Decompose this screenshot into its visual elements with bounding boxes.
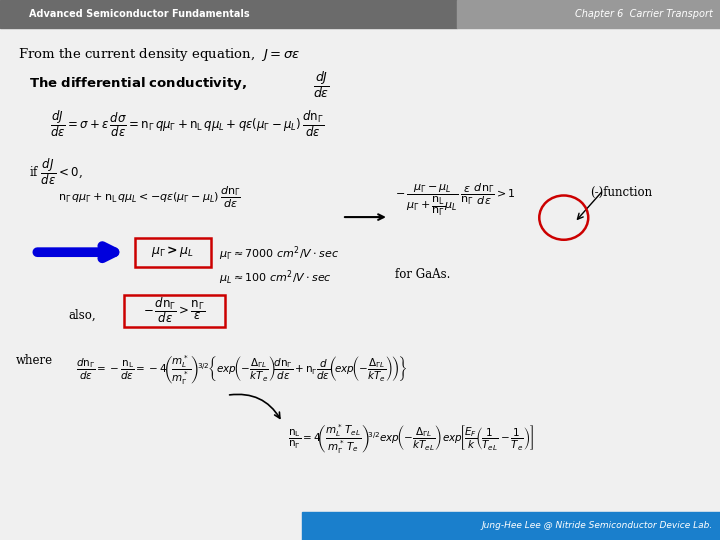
Text: also,: also,: [68, 309, 96, 322]
Text: $\mu_\Gamma \approx 7000\ cm^2/V \cdot sec$: $\mu_\Gamma \approx 7000\ cm^2/V \cdot s…: [219, 244, 339, 262]
Text: $\dfrac{dJ}{d\varepsilon}$: $\dfrac{dJ}{d\varepsilon}$: [313, 69, 330, 100]
Text: if $\dfrac{dJ}{d\varepsilon} < 0$,: if $\dfrac{dJ}{d\varepsilon} < 0$,: [29, 157, 83, 187]
Text: where: where: [16, 354, 53, 367]
Text: $-\,\dfrac{\mu_\Gamma - \mu_L}{\mu_\Gamma + \dfrac{\mathrm{n_L}}{\mathrm{n_\Gamm: $-\,\dfrac{\mu_\Gamma - \mu_L}{\mu_\Gamm…: [395, 181, 516, 218]
Text: Chapter 6  Carrier Transport: Chapter 6 Carrier Transport: [575, 9, 713, 19]
Bar: [0, 0, 457, 28]
Text: $\dfrac{dJ}{d\varepsilon} = \sigma + \varepsilon\,\dfrac{d\sigma}{d\varepsilon} : $\dfrac{dJ}{d\varepsilon} = \sigma + \va…: [50, 108, 325, 139]
Text: (-)function: (-)function: [590, 186, 652, 199]
Text: From the current density equation,  $J = \sigma\varepsilon$: From the current density equation, $J = …: [18, 46, 300, 63]
Text: $\mu_L \approx 100\ cm^2/V \cdot sec$: $\mu_L \approx 100\ cm^2/V \cdot sec$: [219, 268, 332, 287]
Text: $\mathbf{The\ differential\ conductivity,}$: $\mathbf{The\ differential\ conductivity…: [29, 75, 247, 91]
Text: $\dfrac{d\mathrm{n_\Gamma}}{d\varepsilon} = -\dfrac{\mathrm{n_L}}{d\varepsilon} : $\dfrac{d\mathrm{n_\Gamma}}{d\varepsilon…: [76, 353, 407, 386]
Text: $\dfrac{\mathrm{n_L}}{\mathrm{n_\Gamma}} = 4\!\left(\dfrac{m_L^*\,T_{eL}}{m_\Gam: $\dfrac{\mathrm{n_L}}{\mathrm{n_\Gamma}}…: [288, 422, 534, 455]
Bar: [302, 512, 720, 540]
Text: $\mathrm{n_\Gamma}\,q\mu_\Gamma + \mathrm{n_L}\,q\mu_L < -q\varepsilon(\mu_\Gamm: $\mathrm{n_\Gamma}\,q\mu_\Gamma + \mathr…: [58, 185, 240, 210]
Text: for GaAs.: for GaAs.: [395, 268, 450, 281]
Bar: [135, 238, 211, 267]
Bar: [124, 295, 225, 327]
Text: Advanced Semiconductor Fundamentals: Advanced Semiconductor Fundamentals: [29, 9, 249, 19]
Text: Jung-Hee Lee @ Nitride Semiconductor Device Lab.: Jung-Hee Lee @ Nitride Semiconductor Dev…: [482, 522, 713, 530]
Text: $\boldsymbol{\mu_\Gamma > \mu_L}$: $\boldsymbol{\mu_\Gamma > \mu_L}$: [151, 244, 194, 259]
Text: $-\,\dfrac{d\mathrm{n_\Gamma}}{d\varepsilon} > \dfrac{\mathrm{n_\Gamma}}{\vareps: $-\,\dfrac{d\mathrm{n_\Gamma}}{d\varepsi…: [143, 295, 205, 325]
Bar: [457, 0, 720, 28]
